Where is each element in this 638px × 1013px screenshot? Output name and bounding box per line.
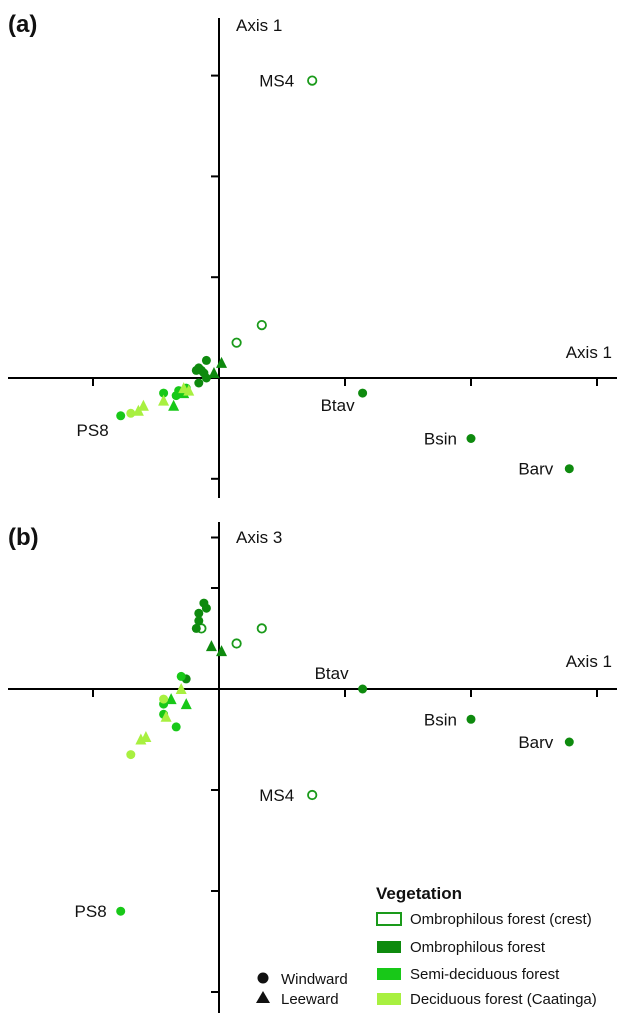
point-label-btav: Btav <box>321 396 356 415</box>
data-point-triangle-ombrophilous <box>216 645 228 657</box>
data-point-triangle-deciduous <box>183 384 195 396</box>
panel-a-ticks <box>92 74 598 480</box>
data-point-circle-ombrophilous <box>191 365 201 375</box>
panel-b-y-axis-title: Axis 3 <box>236 528 282 547</box>
data-point-circle-ombrophilous <box>191 623 201 633</box>
data-point-circle-crest <box>256 623 267 634</box>
data-point-triangle-deciduous <box>158 394 170 406</box>
shape-legend: Windward Leeward <box>256 971 348 1008</box>
semi-deciduous-swatch <box>377 968 401 980</box>
data-point-circle-crest <box>231 337 242 348</box>
data-point-circle-ombrophilous <box>564 464 574 474</box>
point-label-ps8: PS8 <box>77 421 109 440</box>
data-point-circle-ombrophilous <box>194 378 204 388</box>
vegetation-legend: Vegetation Ombrophilous forest (crest) O… <box>376 884 597 1008</box>
data-point-circle-ombrophilous <box>466 434 476 443</box>
point-label-barv: Barv <box>518 733 553 752</box>
leeward-marker-icon <box>256 991 270 1003</box>
legend-windward-label: Windward <box>281 971 348 988</box>
data-point-circle-ombrophilous <box>466 714 476 724</box>
panel-a-letter: (a) <box>8 11 37 38</box>
data-point-circle-deciduous <box>126 408 136 418</box>
legend-ombrophilous-label: Ombrophilous forest <box>410 939 546 956</box>
data-point-circle-semi <box>171 722 181 732</box>
data-point-triangle-deciduous <box>175 683 187 694</box>
panel-a-x-axis-title: Axis 1 <box>566 343 612 362</box>
panel-b-ticks <box>92 536 598 993</box>
legend-title: Vegetation <box>376 884 462 903</box>
data-point-circle-semi <box>116 906 126 916</box>
data-point-circle-ombrophilous <box>194 608 204 618</box>
data-point-triangle-ombrophilous <box>205 640 217 652</box>
data-point-circle-deciduous <box>159 694 169 704</box>
panel-a: (a) Axis 1 Axis 1 MS4 Btav Bsin Barv PS8 <box>8 11 617 498</box>
point-label-ps8: PS8 <box>75 902 107 921</box>
data-point-circle-deciduous <box>126 750 136 760</box>
data-point-circle-semi <box>176 671 186 681</box>
point-label-ms4: MS4 <box>259 72 294 91</box>
legend-crest-label: Ombrophilous forest (crest) <box>410 911 592 928</box>
data-point-triangle-semi <box>180 698 192 710</box>
panel-b-x-axis-title: Axis 1 <box>566 652 612 671</box>
data-point-circle-crest <box>231 638 242 649</box>
panel-b-points: MS4 Btav Bsin Barv PS8 <box>75 598 574 921</box>
data-point-circle-ombrophilous <box>201 373 211 383</box>
point-label-bsin: Bsin <box>424 710 457 729</box>
data-point-triangle-ombrophilous <box>208 366 220 378</box>
data-point-circle-crest <box>256 319 267 331</box>
point-label-barv: Barv <box>518 460 553 479</box>
data-point-circle-ombrophilous <box>199 598 209 608</box>
data-point-triangle-deciduous <box>140 730 152 742</box>
data-point-circle-ombrophilous <box>358 388 368 398</box>
point-label-btav: Btav <box>315 664 350 683</box>
data-point-triangle-deciduous <box>137 399 149 411</box>
legend-deciduous-label: Deciduous forest (Caatinga) <box>410 991 597 1008</box>
data-point-triangle-semi <box>168 399 180 411</box>
data-point-circle-crest <box>307 789 318 801</box>
data-point-circle-ombrophilous <box>564 737 574 747</box>
data-point-circle-semi <box>159 388 169 398</box>
legend-semi-deciduous-label: Semi-deciduous forest <box>410 966 560 983</box>
panel-b: (b) Axis 3 Axis 1 MS4 Btav Bsin Barv PS8 <box>8 522 617 1013</box>
legend-leeward-label: Leeward <box>281 991 339 1008</box>
data-point-circle-semi <box>116 411 126 421</box>
point-label-bsin: Bsin <box>424 430 457 449</box>
crest-swatch <box>376 912 402 926</box>
panel-b-letter: (b) <box>8 524 39 551</box>
data-point-circle-ombrophilous <box>194 616 204 626</box>
panel-a-y-axis-title: Axis 1 <box>236 16 282 35</box>
data-point-triangle-ombrophilous <box>216 356 228 368</box>
panel-a-points: MS4 Btav Bsin Barv PS8 <box>77 72 574 479</box>
data-point-circle-ombrophilous <box>358 684 368 694</box>
data-point-triangle-semi <box>165 693 177 705</box>
point-label-ms4: MS4 <box>259 786 294 805</box>
deciduous-swatch <box>377 993 401 1005</box>
ombrophilous-swatch <box>377 941 401 953</box>
data-point-triangle-deciduous <box>160 710 172 722</box>
windward-marker-icon <box>257 972 269 984</box>
data-point-circle-crest <box>307 75 318 86</box>
data-point-circle-ombrophilous <box>201 355 211 365</box>
